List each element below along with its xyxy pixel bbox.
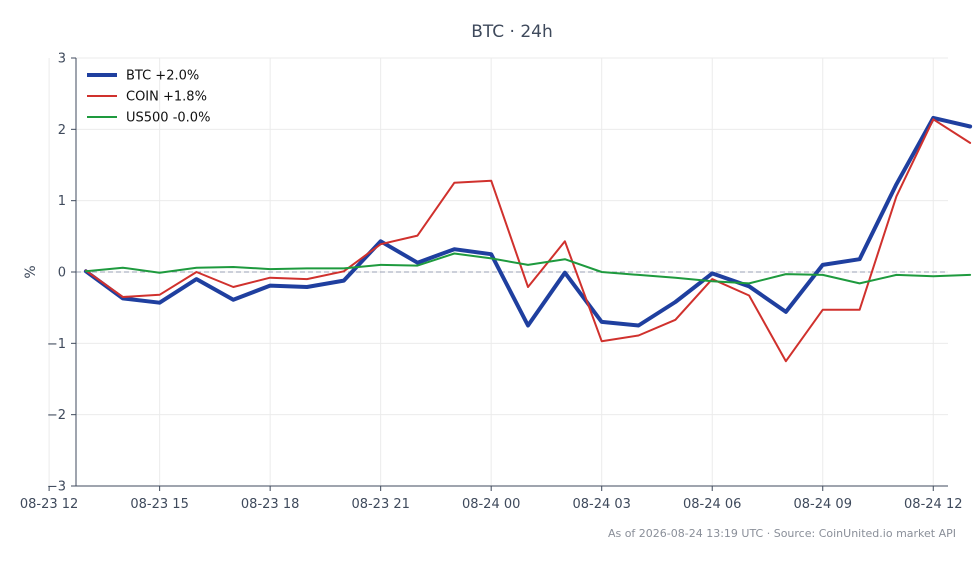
axes: −3 −2 −1 0 1 2 3 08-23 12 08-23 15 08-23 18 08-23 … [20, 52, 963, 513]
y-tick-label: −3 [47, 480, 66, 495]
x-tick-label: 08-23 12 [20, 497, 78, 512]
x-tick-label: 08-24 03 [572, 497, 630, 512]
series-line-2 [84, 252, 972, 285]
legend-label: COIN +1.8% [126, 90, 207, 105]
chart-title: BTC · 24h [471, 22, 553, 42]
x-tick-label: 08-24 09 [794, 497, 852, 512]
legend-label: US500 -0.0% [126, 111, 210, 126]
x-tick-label: 08-24 12 [904, 497, 962, 512]
y-tick-label: −2 [47, 408, 66, 423]
x-tick-label: 08-24 00 [462, 497, 520, 512]
legend-label: BTC +2.0% [126, 69, 199, 84]
x-tick-label: 08-23 15 [130, 497, 188, 512]
y-tick-label: 0 [58, 266, 66, 281]
footer-source: As of 2026-08-24 13:19 UTC · Source: Coi… [608, 527, 956, 540]
y-tick-label: 2 [58, 123, 66, 138]
series-line-1 [84, 118, 972, 363]
series-line-0 [83, 115, 973, 328]
legend: BTC +2.0% COIN +1.8% US500 -0.0% [87, 69, 210, 126]
series-lines [83, 115, 973, 363]
x-tick-label: 08-23 18 [241, 497, 299, 512]
y-tick-label: 3 [58, 52, 66, 67]
x-tick-label: 08-24 06 [683, 497, 741, 512]
x-tick-label: 08-23 21 [351, 497, 409, 512]
y-tick-label: −1 [47, 337, 66, 352]
y-tick-label: 1 [58, 194, 66, 209]
y-axis-label: % [23, 265, 39, 278]
